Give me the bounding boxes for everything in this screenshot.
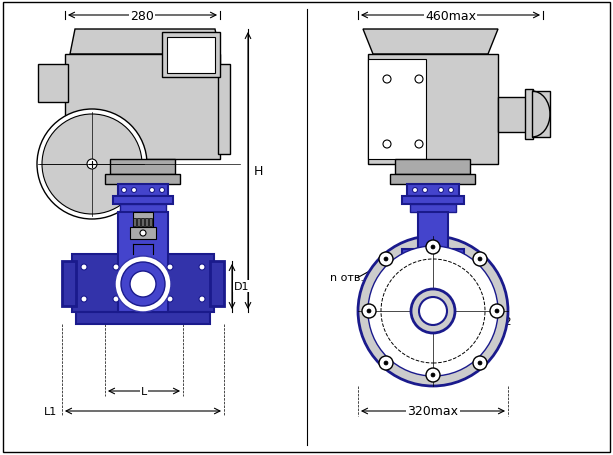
Bar [410,205,456,212]
Bar [402,249,464,262]
Circle shape [413,188,417,193]
Circle shape [379,253,393,267]
Circle shape [167,264,173,270]
Bar [76,312,210,324]
Bar [38,65,68,103]
Circle shape [358,237,508,386]
Circle shape [438,188,443,193]
Bar [162,33,220,78]
Bar [133,212,153,228]
Bar [65,55,220,160]
Circle shape [490,304,504,318]
Circle shape [431,245,435,249]
Bar [72,254,124,312]
Bar [395,160,470,175]
Bar [130,228,156,239]
Bar [218,65,230,155]
Circle shape [383,141,391,149]
Circle shape [415,141,423,149]
Circle shape [37,110,147,219]
Bar [62,262,76,306]
Circle shape [130,271,156,298]
Circle shape [167,296,173,302]
Bar [390,175,475,185]
Bar [210,262,224,306]
Bar [120,205,166,212]
Text: L: L [141,386,147,396]
Circle shape [384,258,388,262]
Bar [145,218,148,227]
Bar [418,212,448,254]
Circle shape [411,289,455,333]
Circle shape [415,76,423,84]
Bar [149,218,152,227]
Circle shape [449,188,454,193]
Bar [137,218,140,227]
Bar [402,197,464,205]
Bar [525,90,533,140]
Bar [133,218,136,227]
Circle shape [422,188,427,193]
Bar [110,160,175,175]
Circle shape [199,296,205,302]
Text: 320max: 320max [408,404,459,418]
Circle shape [478,258,482,262]
Circle shape [495,309,499,313]
Circle shape [431,373,435,377]
Bar [141,218,144,227]
Circle shape [81,264,87,270]
Polygon shape [70,30,220,55]
Circle shape [81,296,87,302]
Circle shape [121,263,165,306]
Circle shape [368,247,498,376]
Circle shape [383,76,391,84]
Circle shape [367,309,371,313]
Bar [405,262,461,271]
Circle shape [473,253,487,267]
Text: n отв. d: n отв. d [330,273,375,283]
Circle shape [426,241,440,254]
Bar [162,254,214,312]
Polygon shape [363,30,498,55]
Circle shape [113,296,119,302]
Circle shape [87,160,97,170]
Bar [498,98,526,133]
Circle shape [384,361,388,365]
Bar [368,55,498,165]
Circle shape [132,188,137,193]
Circle shape [473,356,487,370]
Circle shape [115,257,171,312]
Text: L1: L1 [44,406,56,416]
Circle shape [150,188,154,193]
Circle shape [426,368,440,382]
Circle shape [478,361,482,365]
Circle shape [379,356,393,370]
Circle shape [121,188,126,193]
Text: 280: 280 [130,10,154,22]
Bar [118,185,168,197]
Text: 460max: 460max [425,10,476,22]
Text: H: H [253,164,263,177]
Bar [532,92,550,138]
Bar [105,175,180,185]
Circle shape [199,264,205,270]
Circle shape [362,304,376,318]
Circle shape [42,115,142,214]
Bar [167,38,215,74]
Bar [407,185,459,197]
Bar [118,212,168,312]
Bar [368,60,426,160]
Circle shape [419,298,447,325]
Circle shape [159,188,164,193]
Text: D1: D1 [234,281,249,291]
Circle shape [140,231,146,237]
Circle shape [113,264,119,270]
Text: D2: D2 [497,316,512,326]
Bar [113,197,173,205]
